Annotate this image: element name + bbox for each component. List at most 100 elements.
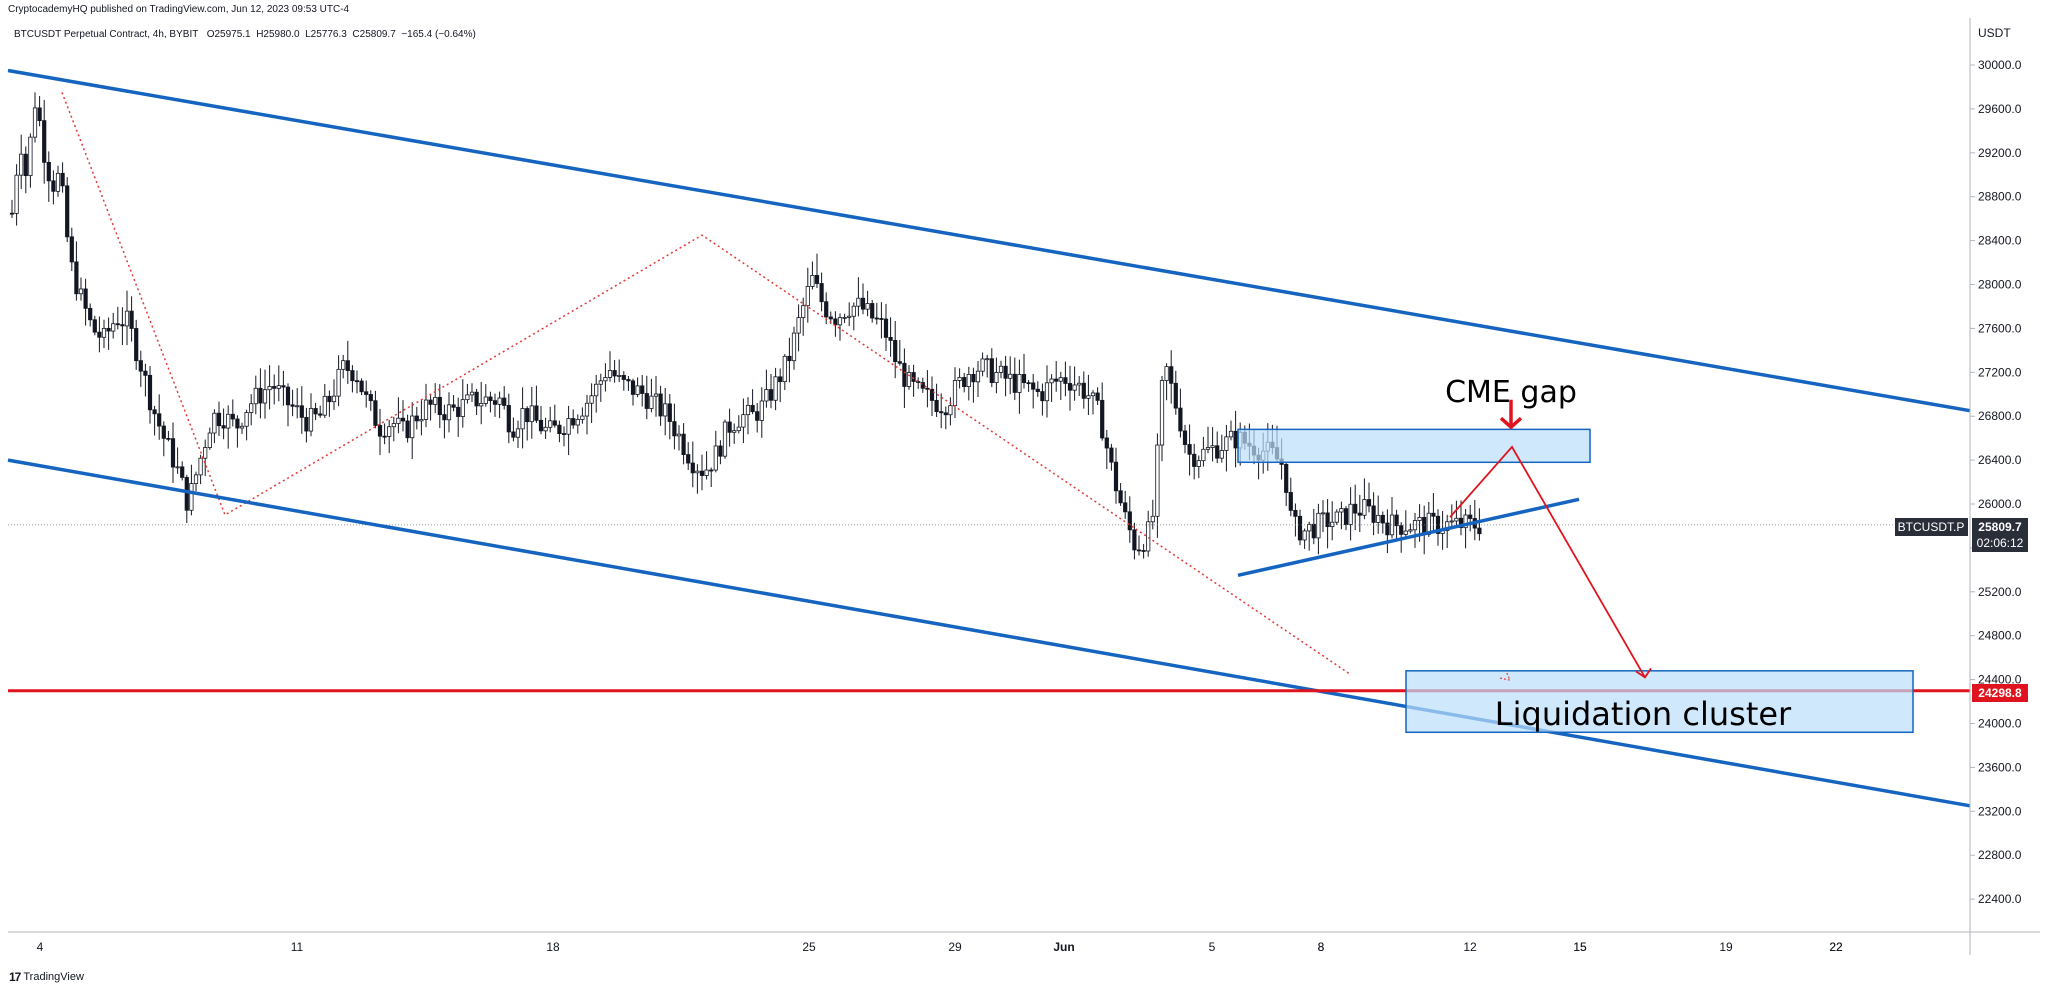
candle-body	[1104, 437, 1109, 449]
candle-body	[193, 474, 199, 484]
candle-body	[451, 404, 456, 408]
candle-body	[152, 409, 157, 415]
candle-body	[1302, 530, 1307, 541]
price-tick-label: 26800.0	[1978, 409, 2022, 423]
candle-body	[465, 394, 470, 401]
candle-body	[939, 411, 944, 414]
price-tick-label: 24400.0	[1978, 673, 2022, 687]
symbol-info-line: BTCUSDT Perpetual Contract, 4h, BYBIT O2…	[14, 29, 476, 40]
candle-body	[1178, 407, 1183, 432]
ohlc-open: O25975.1	[206, 29, 251, 40]
candle-body	[382, 435, 387, 438]
candle-body	[74, 261, 79, 295]
candle-body	[198, 457, 203, 476]
candle-body	[893, 340, 898, 363]
time-tick-label: 15	[1573, 940, 1587, 954]
price-tick-label: 22800.0	[1978, 848, 2022, 862]
candle-body	[1173, 382, 1178, 409]
candle-body	[971, 373, 976, 383]
candle-body	[1353, 503, 1358, 514]
candle-body	[653, 393, 659, 397]
candle-body	[957, 377, 962, 381]
candle-body	[952, 380, 958, 407]
candle-body	[396, 417, 401, 424]
candle-body	[433, 396, 438, 405]
candle-body	[235, 418, 240, 429]
candle-body	[543, 426, 548, 432]
candle-body	[442, 414, 447, 421]
candle-body	[318, 413, 323, 416]
candle-body	[1288, 492, 1293, 511]
candle-body	[1090, 392, 1096, 397]
candle-body	[1366, 499, 1372, 507]
candle-body	[635, 385, 640, 395]
candle-body	[612, 370, 617, 377]
candle-body	[253, 387, 258, 405]
candle-body	[727, 421, 732, 433]
candle-body	[966, 373, 971, 388]
candle-body	[630, 380, 636, 395]
candle-body	[331, 395, 337, 403]
publisher-line: CryptocademyHQ published on TradingView.…	[8, 4, 350, 15]
price-tick-label: 23200.0	[1978, 804, 2022, 818]
candle-body	[934, 400, 939, 413]
candles	[9, 92, 1482, 560]
candle-body	[1385, 522, 1390, 536]
candle-body	[1169, 366, 1174, 384]
candle-body	[759, 400, 764, 421]
tradingview-footer[interactable]: 17 TradingView	[9, 970, 84, 984]
candle-body	[19, 153, 24, 176]
candle-body	[1334, 511, 1339, 523]
candle-body	[207, 432, 212, 448]
channel-lower-line	[7, 458, 1971, 808]
price-tick-label: 24000.0	[1978, 717, 2022, 731]
candle-body	[906, 372, 912, 387]
candle-body	[244, 412, 249, 427]
candle-body	[327, 395, 332, 403]
price-unit-label: USDT	[1978, 26, 2011, 40]
candle-body	[640, 385, 645, 394]
candle-body	[1054, 378, 1059, 382]
candle-body	[1228, 430, 1234, 438]
candle-body	[304, 416, 309, 432]
candle-body	[28, 136, 33, 177]
candle-body	[1284, 463, 1289, 493]
price-tick-label: 27600.0	[1978, 321, 2022, 335]
candle-body	[391, 423, 396, 428]
candle-body	[308, 408, 314, 432]
price-tick-label: 28000.0	[1978, 278, 2022, 292]
candle-body	[281, 385, 286, 388]
candle-body	[750, 404, 755, 413]
candle-body	[745, 404, 751, 416]
candle-body	[994, 372, 999, 384]
price-axis[interactable]: 22400.0 22800.0 23200.0 23600.0 24000.0 24400…	[1970, 58, 2022, 906]
candle-body	[1224, 436, 1229, 451]
candle-body	[65, 185, 70, 238]
candle-body	[810, 275, 815, 287]
price-tick-label: 30000.0	[1978, 58, 2022, 72]
candle-body	[989, 358, 994, 384]
candle-body	[603, 377, 608, 382]
candle-body	[1210, 445, 1215, 448]
candle-body	[814, 275, 820, 284]
candle-body	[1325, 512, 1330, 528]
candle-body	[157, 413, 162, 427]
price-tick-label: 29200.0	[1978, 146, 2022, 160]
last-price-badge	[1972, 518, 2028, 552]
price-tick-label: 28400.0	[1978, 234, 2022, 248]
candle-body	[322, 395, 327, 416]
price-badges: BTCUSDT.P 25809.7 02:06:12 24298.8	[1895, 518, 2028, 702]
candle-body	[626, 379, 631, 382]
candle-body	[276, 385, 281, 389]
candle-body	[143, 370, 148, 376]
ascending-support-line	[1237, 497, 1580, 578]
candle-body	[1049, 378, 1054, 384]
symbol-title[interactable]: BTCUSDT Perpetual Contract, 4h, BYBIT	[14, 29, 199, 40]
candle-body	[313, 408, 318, 415]
candle-body	[515, 428, 521, 438]
candle-body	[1081, 382, 1086, 399]
candle-body	[55, 172, 61, 192]
candle-body	[718, 445, 723, 457]
